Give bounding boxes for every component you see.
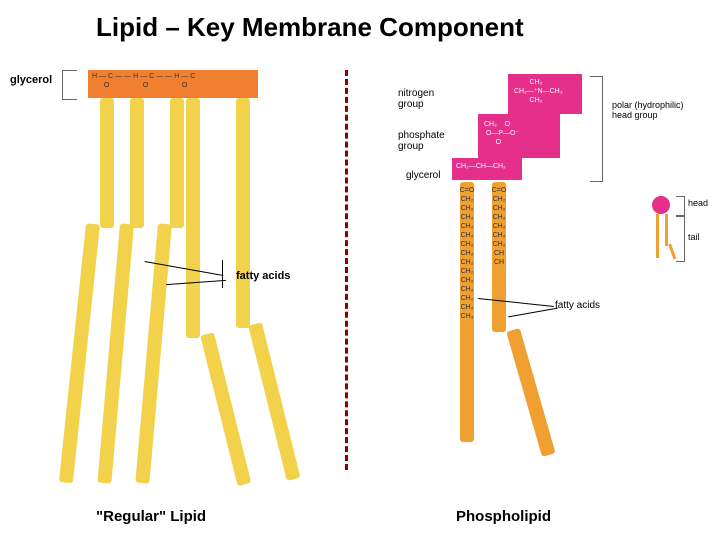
chain2-atoms: C=OCH₂CH₂CH₂CH₂CH₂CH₂CHCH	[490, 186, 508, 267]
nitrogen-label: nitrogen group	[398, 88, 434, 110]
fatty-label-right: fatty acids	[555, 300, 600, 311]
polar-label: polar (hydrophilic) head group	[612, 100, 684, 120]
phosphate-label: phosphate group	[398, 130, 445, 152]
polar-bracket	[590, 76, 603, 182]
phospholipid-caption: Phospholipid	[456, 508, 551, 525]
glycerol-bracket-left	[62, 70, 77, 100]
head-label: head	[688, 198, 708, 208]
glycerol-atoms-left: H—C——H—C——H—C O O O	[92, 72, 252, 90]
fatty-arrow-r2	[508, 308, 557, 318]
fatty-chain-2	[130, 98, 144, 228]
nitrogen-atoms: CH₃CH₂—⁺N—CH₃ CH₃	[514, 78, 563, 105]
chain1-atoms: C=OCH₂CH₂CH₂CH₂CH₂CH₂CH₂CH₂CH₂CH₂CH₂CH₂C…	[458, 186, 476, 321]
fatty-chain-1b	[59, 223, 100, 483]
fatty-arrow-r1	[478, 298, 554, 307]
fatty-acids-label-left: fatty acids	[236, 270, 290, 282]
glycerol-label-right: glycerol	[406, 170, 440, 181]
fatty-chain-3	[170, 98, 184, 228]
schematic-tail-2	[665, 214, 668, 246]
schematic-head	[652, 196, 670, 214]
fatty-chain-4b	[200, 332, 251, 486]
phospho-chain-2b	[506, 328, 555, 457]
fatty-chain-2b	[97, 223, 134, 483]
fatty-chain-1	[100, 98, 114, 228]
center-divider	[345, 70, 348, 470]
fatty-chain-4	[186, 98, 200, 338]
regular-lipid-caption: "Regular" Lipid	[96, 508, 206, 525]
tail-label: tail	[688, 232, 700, 242]
head-bracket	[676, 196, 685, 216]
schematic-tail-1	[656, 214, 659, 258]
page-title: Lipid – Key Membrane Component	[96, 12, 524, 43]
fatty-chain-5	[236, 98, 250, 328]
glycerol-atoms-right: CH₂—CH—CH₂	[456, 162, 506, 171]
glycerol-label-left: glycerol	[10, 74, 52, 86]
fatty-chain-5b	[248, 322, 300, 481]
tail-bracket	[676, 216, 685, 262]
phosphate-atoms: CH₂ O O—P—O⁻ O	[484, 120, 519, 147]
